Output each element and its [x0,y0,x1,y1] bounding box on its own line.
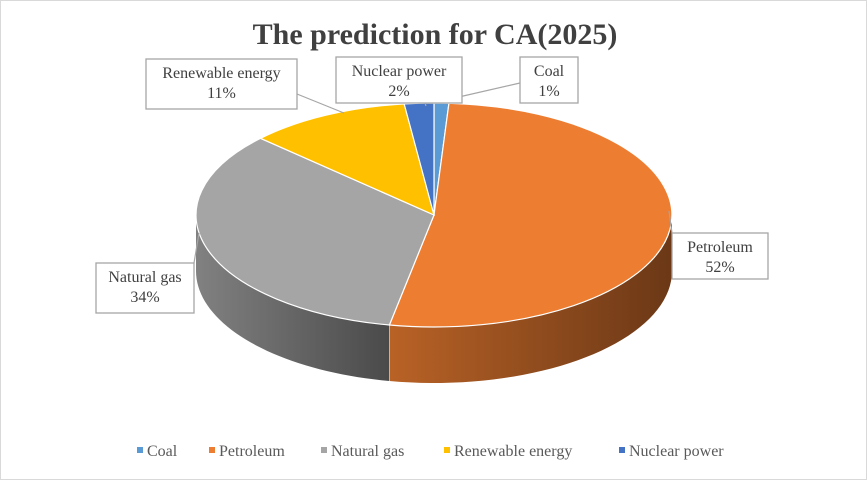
legend-label: Coal [147,443,178,460]
data-label-value: 2% [388,83,409,100]
legend-item-natural-gas: Natural gas [321,443,404,460]
legend-label: Petroleum [219,443,285,460]
slice-side-natural-gas [196,215,390,382]
callout-box [95,262,195,314]
data-label-value: 11% [207,85,236,102]
legend-swatch [619,447,625,453]
legend-label: Nuclear power [629,443,724,460]
chart-title: The prediction for CA(2025) [253,18,618,51]
legend-item-renewable-energy: Renewable energy [444,443,572,460]
leader-line [296,93,345,114]
data-label-natural-gas: Natural gas 34% [95,232,200,314]
callout-box [519,56,579,104]
legend-item-petroleum: Petroleum [209,443,285,460]
legend-item-nuclear-power: Nuclear power [619,443,724,460]
data-label-value: 34% [130,289,159,306]
legend-item-coal: Coal [137,443,178,460]
callout-box [671,232,769,280]
callout-box [145,58,298,110]
data-label-category: Coal [534,63,565,80]
data-label-callouts: Coal 1% Petroleum 52% Natural gas 34% Renewabl… [95,56,769,314]
legend: Coal Petroleum Natural gas Renewable energy… [137,443,724,460]
data-label-coal: Coal 1% [436,56,579,104]
callout-box [335,56,463,104]
legend-swatch [137,447,143,453]
legend-swatch [209,447,215,453]
slice-natural-gas [195,137,435,326]
leader-line [668,210,673,234]
data-label-category: Petroleum [687,239,753,256]
legend-label: Renewable energy [454,443,572,460]
data-label-category: Nuclear power [352,63,447,80]
pie-slices [195,102,673,328]
legend-swatch [444,447,450,453]
pie-depth-layer [196,215,672,383]
data-label-category: Renewable energy [162,65,280,82]
data-label-nuclear-power: Nuclear power 2% [335,56,463,107]
data-label-category: Natural gas [108,269,181,286]
data-label-petroleum: Petroleum 52% [668,210,769,280]
legend-label: Natural gas [331,443,404,460]
data-label-renewable-energy: Renewable energy 11% [145,58,345,114]
slice-renewable-energy [259,103,435,217]
slice-petroleum [388,102,673,328]
legend-swatch [321,447,327,453]
data-label-value: 52% [705,259,734,276]
leader-line [193,232,200,264]
data-label-value: 1% [538,83,559,100]
slice-side-petroleum [389,215,672,383]
